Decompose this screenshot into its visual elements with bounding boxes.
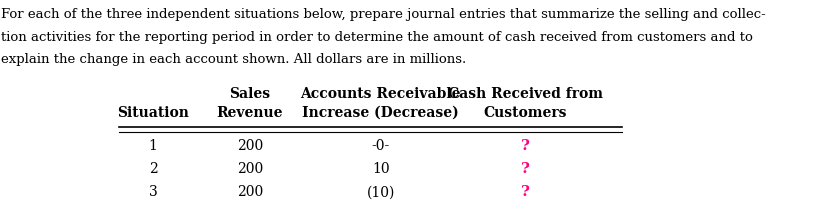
Text: For each of the three independent situations below, prepare journal entries that: For each of the three independent situat… — [2, 8, 766, 21]
Text: explain the change in each account shown. All dollars are in millions.: explain the change in each account shown… — [2, 53, 466, 66]
Text: 3: 3 — [149, 185, 158, 199]
Text: ?: ? — [521, 185, 530, 199]
Text: Accounts Receivable: Accounts Receivable — [300, 87, 461, 101]
Text: -0-: -0- — [372, 139, 390, 153]
Text: Cash Received from: Cash Received from — [448, 87, 603, 101]
Text: Customers: Customers — [484, 106, 567, 120]
Text: Revenue: Revenue — [217, 106, 283, 120]
Text: 2: 2 — [149, 162, 158, 176]
Text: 1: 1 — [149, 139, 158, 153]
Text: 200: 200 — [236, 162, 263, 176]
Text: ?: ? — [521, 162, 530, 176]
Text: (10): (10) — [366, 185, 395, 199]
Text: 10: 10 — [372, 162, 389, 176]
Text: Increase (Decrease): Increase (Decrease) — [302, 106, 459, 120]
Text: 200: 200 — [236, 139, 263, 153]
Text: tion activities for the reporting period in order to determine the amount of cas: tion activities for the reporting period… — [2, 31, 753, 43]
Text: ?: ? — [521, 139, 530, 153]
Text: Situation: Situation — [117, 106, 189, 120]
Text: Sales: Sales — [229, 87, 270, 101]
Text: 200: 200 — [236, 185, 263, 199]
